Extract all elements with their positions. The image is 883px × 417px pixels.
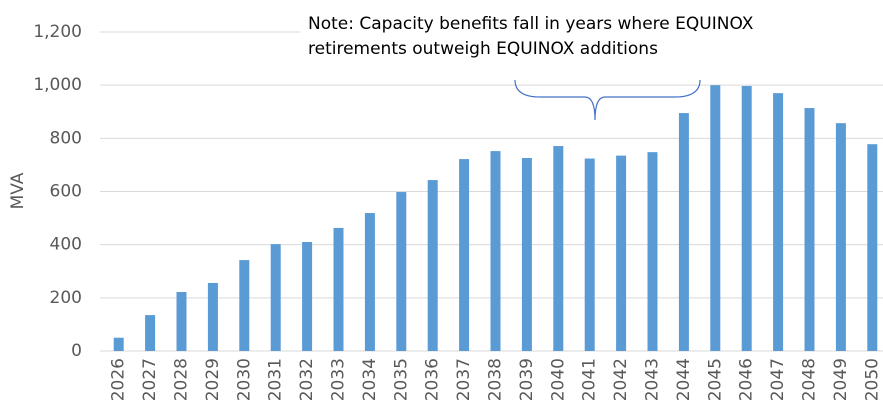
x-tick-label: 2029 — [203, 358, 223, 401]
annotation-background — [300, 8, 883, 64]
bar — [145, 315, 156, 351]
x-tick-label: 2045 — [705, 358, 725, 401]
bar — [678, 113, 689, 352]
bar — [741, 85, 752, 351]
brace — [514, 79, 701, 121]
bar — [239, 260, 250, 351]
bar — [521, 158, 532, 351]
x-tick-label: 2047 — [768, 358, 788, 401]
bar — [867, 144, 878, 351]
y-tick-label: 1,200 — [33, 22, 82, 42]
bar — [427, 180, 438, 351]
x-tick-label: 2035 — [391, 358, 411, 401]
bar — [207, 282, 218, 351]
y-axis-label: MVA — [8, 172, 28, 209]
bar — [364, 213, 375, 351]
x-tick-label: 2049 — [831, 358, 851, 401]
bar — [710, 85, 721, 352]
bar — [333, 227, 344, 351]
x-tick-label: 2030 — [234, 358, 254, 401]
x-tick-label: 2041 — [580, 358, 600, 401]
x-tick-label: 2043 — [643, 358, 663, 401]
x-tick-label: 2042 — [611, 358, 631, 401]
x-tick-label: 2038 — [486, 358, 506, 401]
y-tick-label: 1,000 — [33, 75, 82, 95]
x-tick-label: 2028 — [172, 358, 192, 401]
x-tick-label: 2040 — [548, 358, 568, 401]
bar — [553, 146, 564, 351]
x-tick-label: 2026 — [109, 358, 129, 401]
y-tick-label: 600 — [50, 182, 82, 202]
bar — [176, 291, 187, 351]
bar — [804, 108, 815, 351]
x-tick-label: 2031 — [266, 358, 286, 401]
y-tick-label: 0 — [71, 341, 82, 361]
x-tick-label: 2037 — [454, 358, 474, 401]
x-tick-label: 2036 — [423, 358, 443, 401]
bar — [113, 337, 124, 351]
x-tick-label: 2032 — [297, 358, 317, 401]
x-tick-label: 2033 — [329, 358, 349, 401]
bar — [773, 93, 784, 352]
x-tick-label: 2048 — [800, 358, 820, 401]
bar — [616, 155, 627, 351]
y-tick-label: 200 — [50, 288, 82, 308]
bar — [835, 123, 846, 351]
x-tick-label: 2050 — [862, 358, 882, 401]
x-tick-label: 2046 — [737, 358, 757, 401]
x-tick-label: 2039 — [517, 358, 537, 401]
y-tick-label: 800 — [50, 128, 82, 148]
bar — [490, 151, 501, 351]
x-tick-label: 2044 — [674, 358, 694, 401]
x-tick-label: 2027 — [140, 358, 160, 401]
bar — [396, 192, 407, 351]
annotation: Note: Capacity benefits fall in years wh… — [308, 14, 754, 34]
bar — [584, 158, 595, 351]
bar — [270, 244, 281, 351]
bar — [459, 159, 470, 351]
bar — [302, 242, 313, 351]
x-tick-label: 2034 — [360, 358, 380, 401]
bar — [647, 152, 658, 351]
y-tick-label: 400 — [50, 235, 82, 255]
annotation: retirements outweigh EQUINOX additions — [308, 39, 658, 59]
